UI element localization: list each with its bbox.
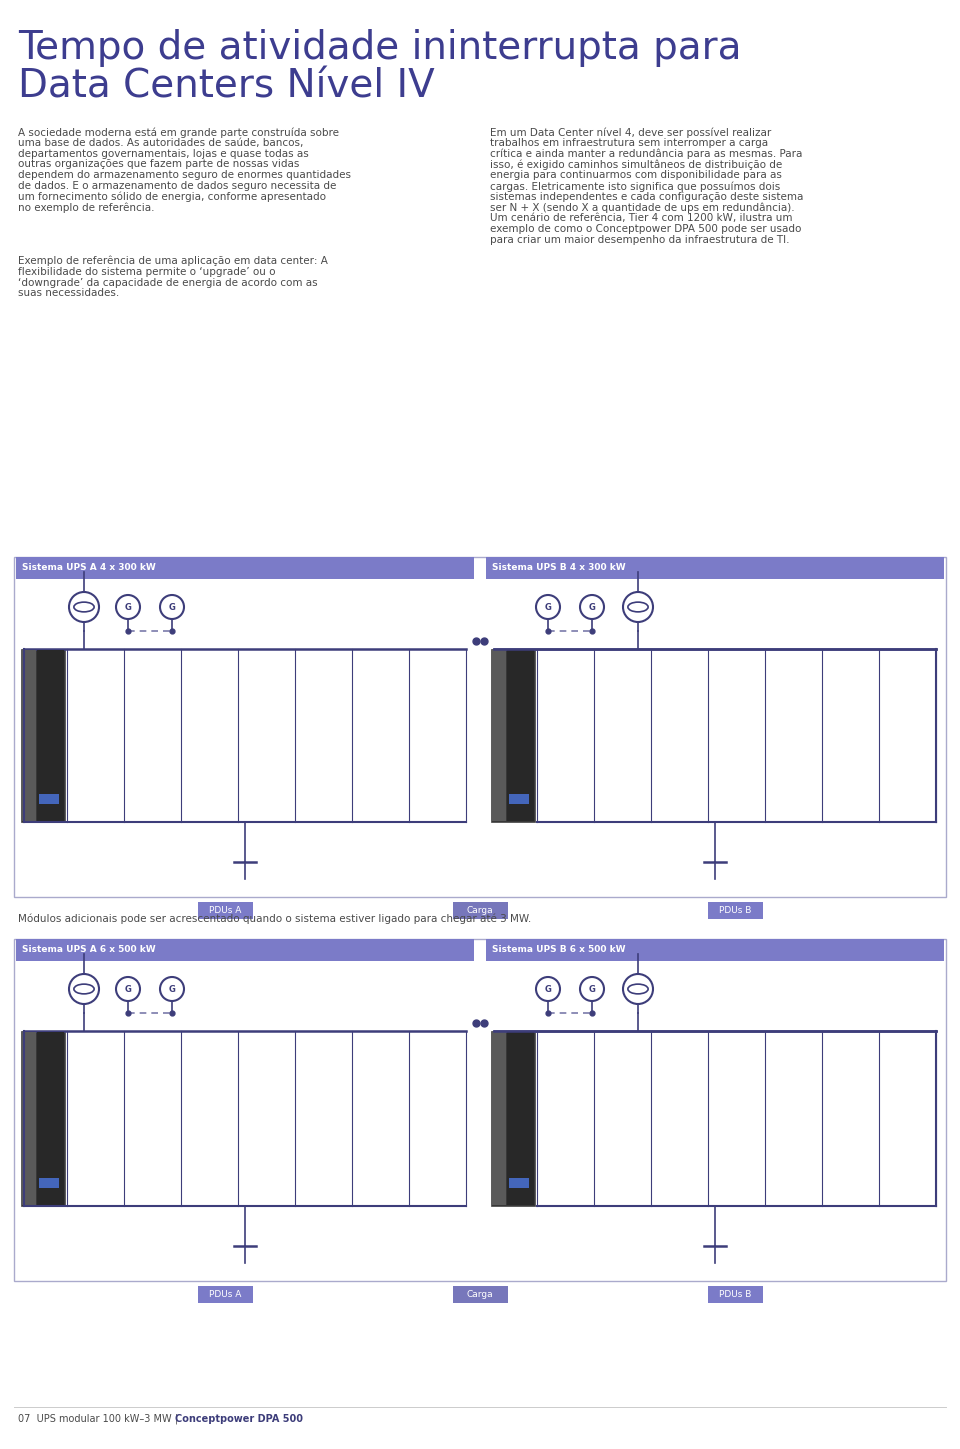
Circle shape	[160, 596, 184, 619]
Text: Sistema UPS B 6 x 500 kW: Sistema UPS B 6 x 500 kW	[492, 946, 626, 955]
Bar	[491, 1032, 535, 1206]
Text: outras organizações que fazem parte de nossas vidas: outras organizações que fazem parte de n…	[18, 159, 300, 170]
Text: Carga: Carga	[467, 1290, 493, 1298]
Bar	[507, 651, 534, 822]
Text: para criar um maior desempenho da infraestrutura de TI.: para criar um maior desempenho da infrae…	[490, 235, 789, 245]
Bar	[507, 1032, 534, 1206]
Bar	[16, 556, 474, 580]
Text: Em um Data Center nível 4, deve ser possível realizar: Em um Data Center nível 4, deve ser poss…	[490, 128, 771, 138]
Text: energia para continuarmos com disponibilidade para as: energia para continuarmos com disponibil…	[490, 170, 781, 180]
Bar	[14, 556, 946, 897]
Bar	[509, 1178, 529, 1188]
Text: Um cenário de referência, Tier 4 com 1200 kW, ilustra um: Um cenário de referência, Tier 4 com 120…	[490, 213, 793, 223]
Bar	[14, 939, 946, 1281]
Bar	[491, 649, 535, 822]
Text: Exemplo de referência de uma aplicação em data center: A: Exemplo de referência de uma aplicação e…	[18, 256, 328, 267]
Bar	[452, 901, 508, 919]
Text: PDUs A: PDUs A	[209, 906, 241, 914]
Text: Sistema UPS A 6 x 500 kW: Sistema UPS A 6 x 500 kW	[22, 946, 156, 955]
Text: PDUs B: PDUs B	[719, 906, 751, 914]
Text: Data Centers Nível IV: Data Centers Nível IV	[18, 67, 435, 104]
Circle shape	[623, 974, 653, 1004]
Text: G: G	[169, 984, 176, 994]
Bar	[708, 1287, 762, 1303]
Text: crítica e ainda manter a redundância para as mesmas. Para: crítica e ainda manter a redundância par…	[490, 149, 803, 159]
Bar	[708, 901, 762, 919]
Bar	[452, 1287, 508, 1303]
Circle shape	[536, 977, 560, 1001]
Bar	[486, 939, 944, 961]
Circle shape	[536, 596, 560, 619]
Text: Conceptpower DPA 500: Conceptpower DPA 500	[175, 1414, 303, 1424]
Circle shape	[69, 974, 99, 1004]
Text: G: G	[544, 984, 551, 994]
Circle shape	[116, 977, 140, 1001]
Text: dependem do armazenamento seguro de enormes quantidades: dependem do armazenamento seguro de enor…	[18, 170, 351, 180]
Circle shape	[116, 596, 140, 619]
Text: cargas. Eletricamente isto significa que possuímos dois: cargas. Eletricamente isto significa que…	[490, 181, 780, 191]
Text: departamentos governamentais, lojas e quase todas as: departamentos governamentais, lojas e qu…	[18, 149, 309, 158]
Text: PDUs A: PDUs A	[209, 1290, 241, 1298]
Text: PDUs B: PDUs B	[719, 1290, 751, 1298]
Text: G: G	[588, 603, 595, 611]
Bar	[198, 1287, 252, 1303]
Bar	[198, 901, 252, 919]
Circle shape	[580, 977, 604, 1001]
Bar	[492, 1032, 506, 1206]
Text: G: G	[544, 603, 551, 611]
Text: sistemas independentes e cada configuração deste sistema: sistemas independentes e cada configuraç…	[490, 191, 804, 201]
Text: G: G	[588, 984, 595, 994]
Text: trabalhos em infraestrutura sem interromper a carga: trabalhos em infraestrutura sem interrom…	[490, 138, 768, 148]
Circle shape	[623, 593, 653, 622]
Text: flexibilidade do sistema permite o ‘upgrade’ ou o: flexibilidade do sistema permite o ‘upgr…	[18, 267, 276, 277]
Text: 07  UPS modular 100 kW–3 MW |: 07 UPS modular 100 kW–3 MW |	[18, 1414, 181, 1424]
Bar	[16, 939, 474, 961]
Text: Módulos adicionais pode ser acrescentado quando o sistema estiver ligado para ch: Módulos adicionais pode ser acrescentado…	[18, 914, 531, 924]
Text: de dados. E o armazenamento de dados seguro necessita de: de dados. E o armazenamento de dados seg…	[18, 181, 336, 191]
Bar	[22, 651, 36, 822]
Text: isso, é exigido caminhos simultâneos de distribuição de: isso, é exigido caminhos simultâneos de …	[490, 159, 782, 170]
Bar	[21, 1032, 65, 1206]
Text: Sistema UPS A 4 x 300 kW: Sistema UPS A 4 x 300 kW	[22, 564, 156, 572]
Circle shape	[69, 593, 99, 622]
Bar	[39, 794, 59, 804]
Text: uma base de dados. As autoridades de saúde, bancos,: uma base de dados. As autoridades de saú…	[18, 138, 303, 148]
Bar	[486, 556, 944, 580]
Text: G: G	[125, 984, 132, 994]
Text: G: G	[169, 603, 176, 611]
Text: ‘downgrade’ da capacidade de energia de acordo com as: ‘downgrade’ da capacidade de energia de …	[18, 278, 318, 287]
Text: um fornecimento sólido de energia, conforme apresentado: um fornecimento sólido de energia, confo…	[18, 191, 326, 203]
Text: no exemplo de referência.: no exemplo de referência.	[18, 203, 155, 213]
Bar	[37, 651, 64, 822]
Circle shape	[160, 977, 184, 1001]
Text: ser N + X (sendo X a quantidade de ups em redundância).: ser N + X (sendo X a quantidade de ups e…	[490, 203, 795, 213]
Text: Sistema UPS B 4 x 300 kW: Sistema UPS B 4 x 300 kW	[492, 564, 626, 572]
Text: Carga: Carga	[467, 906, 493, 914]
Text: exemplo de como o Conceptpower DPA 500 pode ser usado: exemplo de como o Conceptpower DPA 500 p…	[490, 225, 802, 235]
Text: Tempo de atividade ininterrupta para: Tempo de atividade ininterrupta para	[18, 29, 741, 67]
Bar	[492, 651, 506, 822]
Bar	[22, 1032, 36, 1206]
Text: G: G	[125, 603, 132, 611]
Text: A sociedade moderna está em grande parte construída sobre: A sociedade moderna está em grande parte…	[18, 128, 339, 138]
Text: suas necessidades.: suas necessidades.	[18, 288, 119, 298]
Bar	[37, 1032, 64, 1206]
Bar	[39, 1178, 59, 1188]
Bar	[21, 649, 65, 822]
Bar	[509, 794, 529, 804]
Circle shape	[580, 596, 604, 619]
